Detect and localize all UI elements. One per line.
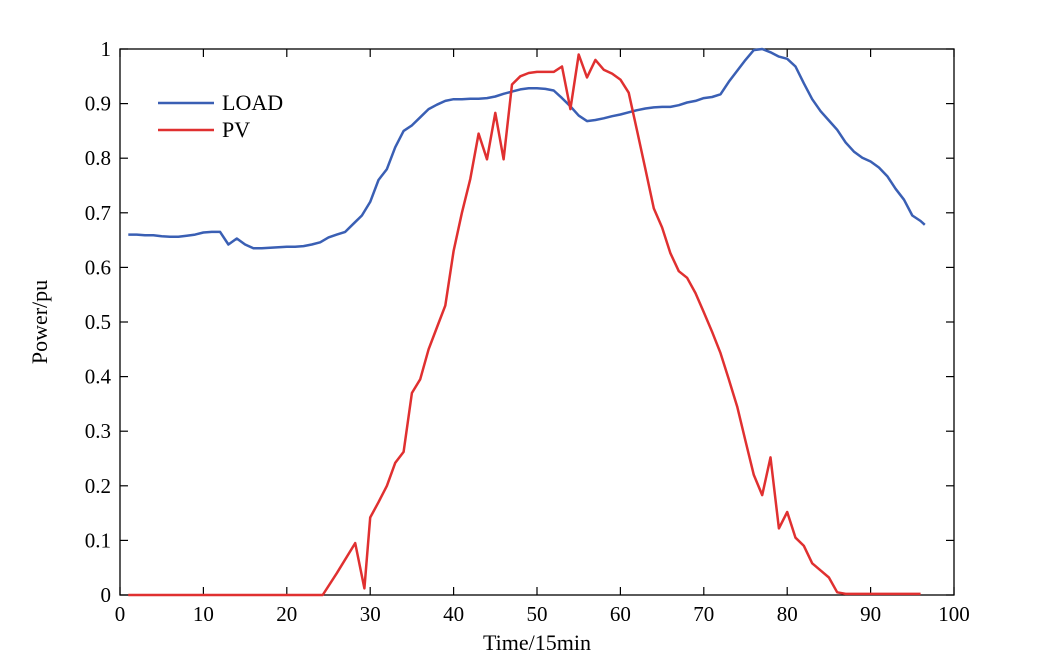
x-tick-label: 50 xyxy=(527,602,548,626)
x-axis: 0 10 20 30 40 50 60 70 80 90 100 xyxy=(115,49,970,626)
x-tick-label: 10 xyxy=(193,602,214,626)
y-tick-label: 0.2 xyxy=(85,474,111,498)
y-tick-label: 0.1 xyxy=(85,528,111,552)
y-tick-label: 0 xyxy=(101,583,112,607)
series-line-load xyxy=(128,47,926,250)
x-tick-label: 0 xyxy=(115,602,126,626)
y-tick-label: 0.5 xyxy=(85,310,111,334)
y-tick-label: 0.3 xyxy=(85,419,111,443)
series-layer xyxy=(128,47,926,597)
y-tick-label: 0.8 xyxy=(85,146,111,170)
x-tick-label: 70 xyxy=(693,602,714,626)
y-tick-label: 1 xyxy=(101,37,112,61)
legend-label-pv: PV xyxy=(222,117,250,142)
y-tick-label: 0.6 xyxy=(85,255,111,279)
x-tick-label: 60 xyxy=(610,602,631,626)
x-tick-label: 30 xyxy=(360,602,381,626)
y-axis-label: Power/pu xyxy=(27,280,52,364)
y-tick-label: 0.7 xyxy=(85,201,111,225)
x-tick-label: 80 xyxy=(777,602,798,626)
y-tick-label: 0.9 xyxy=(85,92,111,116)
x-axis-label: Time/15min xyxy=(483,630,591,655)
series-line-pv xyxy=(128,53,921,597)
x-tick-label: 90 xyxy=(860,602,881,626)
y-axis: 0 0.1 0.2 0.3 0.4 0.5 0.6 0.7 0.8 0.9 1 xyxy=(85,37,954,607)
x-tick-label: 100 xyxy=(938,602,970,626)
legend-label-load: LOAD xyxy=(222,90,283,115)
x-tick-label: 20 xyxy=(276,602,297,626)
y-tick-label: 0.4 xyxy=(85,365,112,389)
legend: LOAD PV xyxy=(158,90,283,142)
x-tick-label: 40 xyxy=(443,602,464,626)
